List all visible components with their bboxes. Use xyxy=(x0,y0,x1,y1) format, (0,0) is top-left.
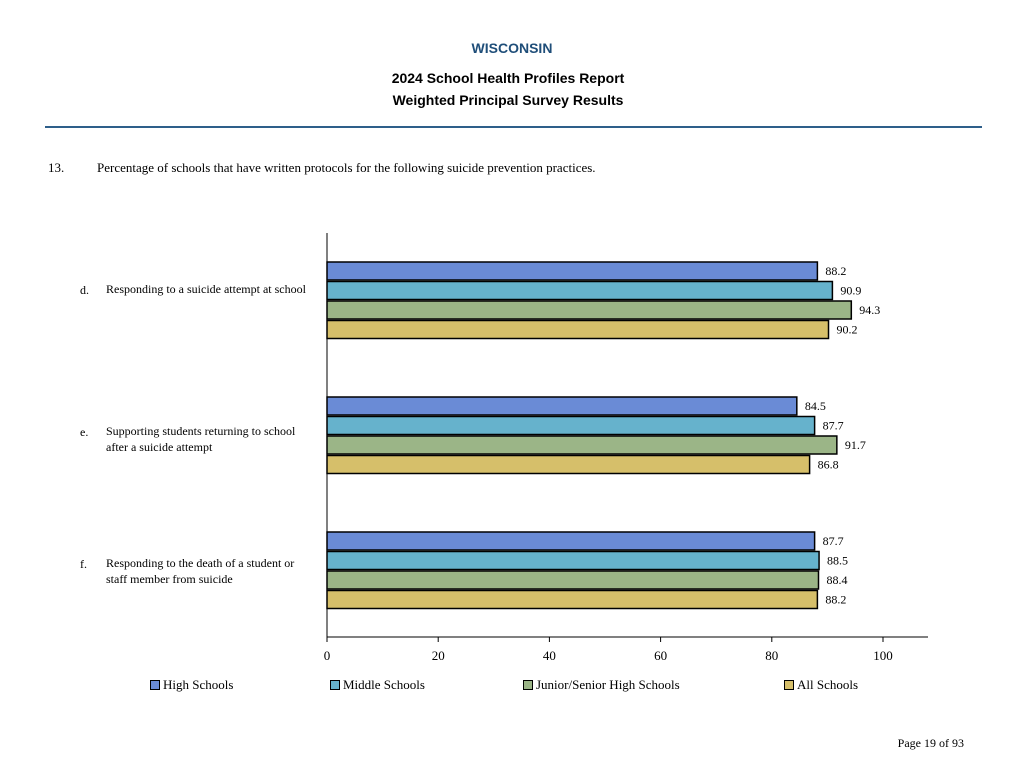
legend-swatch xyxy=(523,680,533,690)
category-letter-e: e. xyxy=(80,425,89,439)
data-label: 90.9 xyxy=(840,284,861,298)
legend-swatch xyxy=(150,680,160,690)
category-letter-d: d. xyxy=(80,283,89,297)
question-text: Percentage of schools that have written … xyxy=(97,160,596,175)
bar xyxy=(326,280,834,301)
bar-chart: 88.2 84.5 87.7 90.9 87.7 88.5 94.3 91.7 88.4 90.2… xyxy=(324,233,928,663)
bar xyxy=(326,454,811,475)
question-number: 13. xyxy=(48,160,65,175)
legend-label: Junior/Senior High Schools xyxy=(536,677,680,692)
legend-label: All Schools xyxy=(797,677,859,692)
bar xyxy=(326,570,820,590)
legend-item-junior-senior-high-schools: Junior/Senior High Schools xyxy=(523,677,680,693)
bar xyxy=(326,589,819,610)
data-label: 91.7 xyxy=(845,438,866,452)
data-label: 87.7 xyxy=(823,419,844,433)
data-label: 84.5 xyxy=(805,399,826,413)
bar xyxy=(326,261,819,281)
data-label: 94.3 xyxy=(859,303,880,317)
legend-swatch xyxy=(330,680,340,690)
bar xyxy=(326,396,798,416)
legend-label: Middle Schools xyxy=(343,677,425,692)
bar xyxy=(326,319,830,340)
x-tick-label: 0 xyxy=(324,648,331,663)
header-divider xyxy=(45,126,982,128)
category-letter-f: f. xyxy=(80,557,87,571)
category-label-e: Supporting students returning to school … xyxy=(106,424,296,454)
bar xyxy=(326,531,816,551)
data-label: 88.2 xyxy=(825,593,846,607)
state-title: WISCONSIN xyxy=(471,40,553,56)
data-label: 90.2 xyxy=(837,323,858,337)
bar xyxy=(326,550,820,571)
x-tick-label: 60 xyxy=(654,648,667,663)
data-label: 88.5 xyxy=(827,554,848,568)
x-tick-label: 80 xyxy=(765,648,778,663)
legend-label: High Schools xyxy=(163,677,234,692)
bar xyxy=(326,435,838,455)
x-tick-label: 100 xyxy=(873,648,893,663)
data-label: 88.2 xyxy=(825,264,846,278)
x-tick-label: 20 xyxy=(432,648,445,663)
legend-item-all-schools: All Schools xyxy=(784,677,858,693)
page-number: Page 19 of 93 xyxy=(897,736,964,750)
bar xyxy=(326,300,853,320)
category-label-f: Responding to the death of a student or … xyxy=(106,556,295,586)
category-label-d: Responding to a suicide attempt at schoo… xyxy=(106,282,306,296)
bar xyxy=(326,415,816,436)
legend-swatch xyxy=(784,680,794,690)
report-title: 2024 School Health Profiles Report xyxy=(391,70,625,86)
legend-item-high-schools: High Schools xyxy=(150,677,233,693)
data-label: 88.4 xyxy=(827,573,848,587)
data-label: 87.7 xyxy=(823,534,844,548)
legend-item-middle-schools: Middle Schools xyxy=(330,677,425,693)
data-label: 86.8 xyxy=(818,458,839,472)
x-tick-label: 40 xyxy=(543,648,556,663)
report-subtitle: Weighted Principal Survey Results xyxy=(392,92,624,108)
